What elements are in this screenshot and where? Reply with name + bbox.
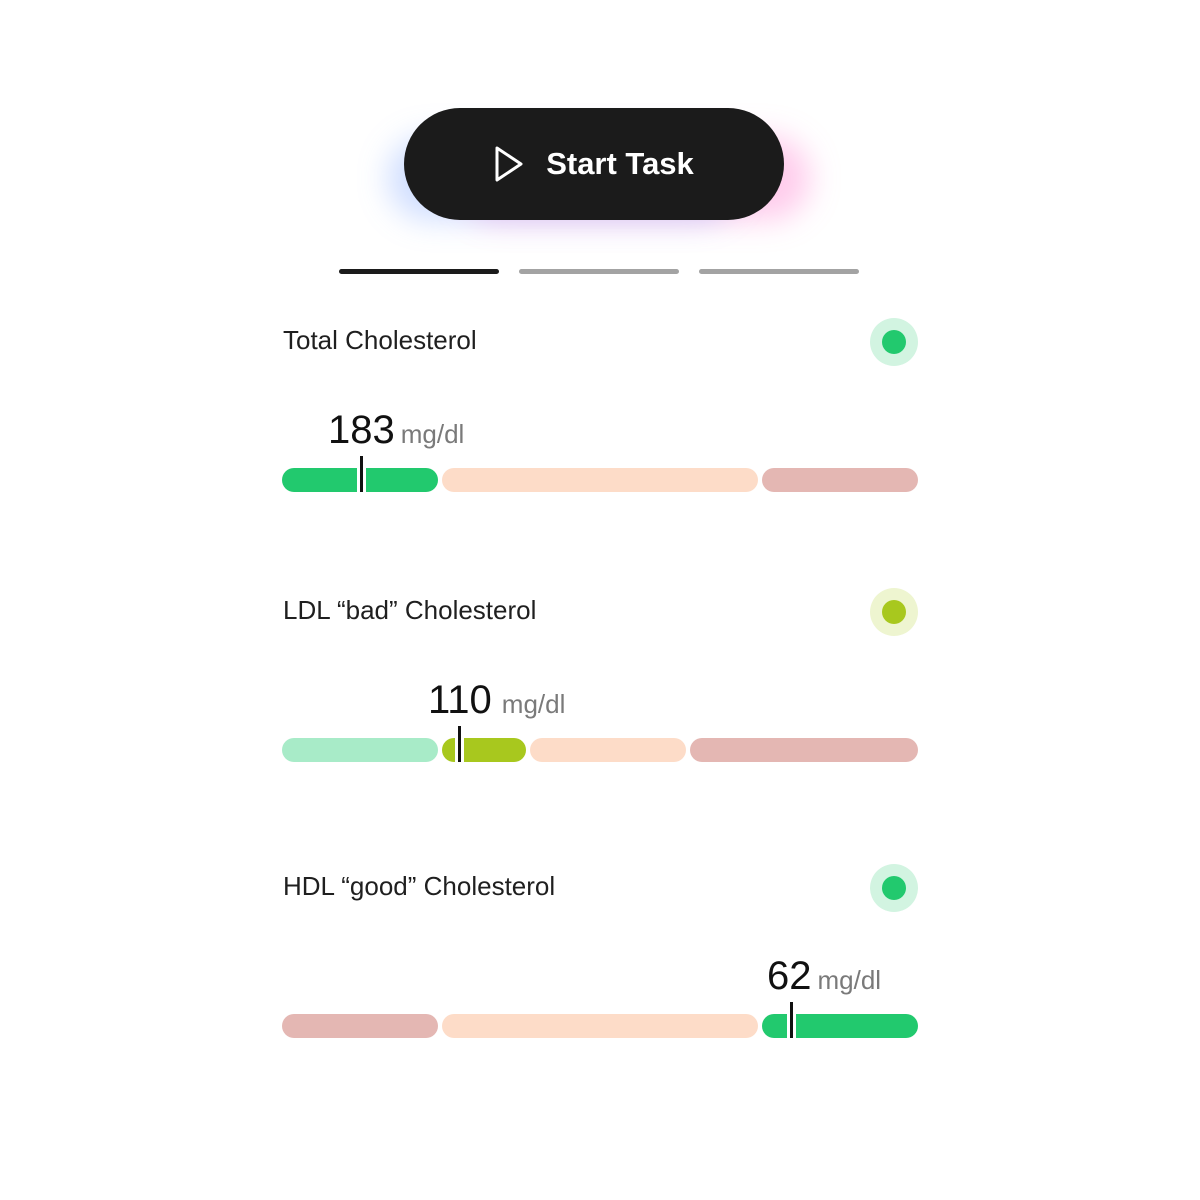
metric-value: 110 mg/dl: [428, 678, 565, 723]
range-segment-borderline: [442, 468, 758, 492]
range-segment-low: [282, 1014, 438, 1038]
value-unit: mg/dl: [400, 419, 465, 449]
play-icon: [495, 146, 523, 182]
value-marker: [357, 456, 366, 492]
status-dot-icon: [882, 600, 906, 624]
status-dot-icon: [882, 876, 906, 900]
status-indicator: [870, 864, 918, 912]
value-number: 183: [328, 408, 395, 452]
start-task-label: Start Task: [546, 146, 694, 181]
value-number: 62: [767, 954, 812, 998]
value-marker: [787, 1002, 796, 1038]
status-indicator: [870, 588, 918, 636]
metric-title: Total Cholesterol: [283, 325, 477, 355]
value-number: 110: [428, 678, 492, 722]
value-marker: [455, 726, 464, 762]
value-unit: mg/dl: [817, 965, 882, 995]
status-indicator: [870, 318, 918, 366]
start-task-button[interactable]: Start Task: [404, 108, 784, 220]
progress-tab-3[interactable]: [699, 269, 859, 274]
status-dot-icon: [882, 330, 906, 354]
progress-tab-2[interactable]: [519, 269, 679, 274]
range-segment-optimal: [762, 1014, 918, 1038]
progress-tab-1[interactable]: [339, 269, 499, 274]
range-segment-borderline: [442, 1014, 758, 1038]
metric-title: HDL “good” Cholesterol: [283, 871, 556, 901]
metric-title: LDL “bad” Cholesterol: [283, 595, 537, 625]
range-segment-borderline: [530, 738, 686, 762]
range-segment-high: [690, 738, 918, 762]
metric-value: 183 mg/dl: [328, 408, 464, 453]
range-segment-optimal: [282, 738, 438, 762]
value-unit: mg/dl: [501, 689, 566, 719]
metric-value: 62 mg/dl: [767, 954, 881, 999]
range-segment-high: [762, 468, 918, 492]
